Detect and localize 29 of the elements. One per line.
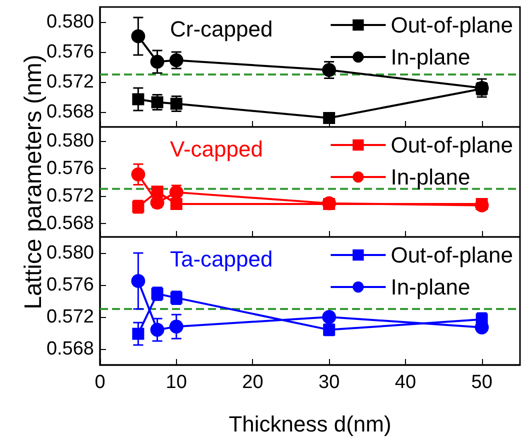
legend-label: Out-of-plane <box>390 12 514 38</box>
y-tick-label: 0.580 <box>46 12 94 32</box>
y-tick-label: 0.568 <box>46 102 94 122</box>
y-tick-label: 0.580 <box>46 130 94 152</box>
x-tick-label: 0 <box>94 372 106 393</box>
x-tick-label: 30 <box>318 372 340 393</box>
legend-label: In-plane <box>390 164 470 190</box>
y-tick-label: 0.568 <box>46 212 94 234</box>
y-tick-label: 0.572 <box>46 72 94 92</box>
y-tick-label: 0.576 <box>46 42 94 62</box>
x-axis-title: Thickness d(nm) <box>228 412 392 436</box>
legend-label: Out-of-plane <box>390 242 514 268</box>
legend-label: Out-of-plane <box>390 132 514 158</box>
chart-title: Cr-capped <box>170 16 273 42</box>
x-tick-label: 50 <box>471 372 492 393</box>
x-tick-label: 10 <box>166 372 187 393</box>
chart-title: V-capped <box>170 136 263 162</box>
y-tick-label: 0.568 <box>46 338 94 360</box>
legend-label: In-plane <box>390 44 470 70</box>
x-tick-label: 20 <box>242 372 264 393</box>
y-tick-label: 0.572 <box>46 306 94 328</box>
legend-label: In-plane <box>390 274 470 300</box>
chart-title: Ta-capped <box>170 246 273 272</box>
x-tick-label: 40 <box>394 372 416 393</box>
y-tick-label: 0.580 <box>46 242 94 264</box>
y-axis-title: Lattice parameters (nm) <box>20 54 47 310</box>
y-tick-label: 0.572 <box>46 185 94 206</box>
y-tick-label: 0.576 <box>46 158 94 179</box>
y-tick-label: 0.576 <box>46 274 94 296</box>
